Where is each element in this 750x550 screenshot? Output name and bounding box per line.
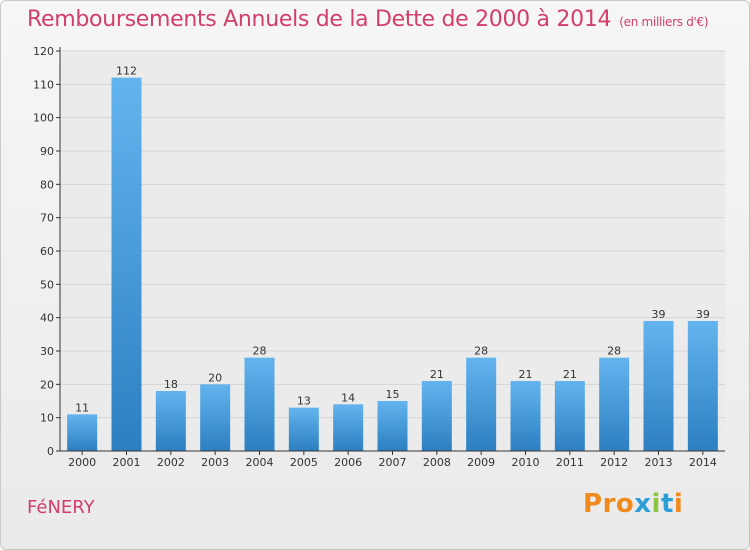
x-tick-label: 2009	[467, 456, 495, 469]
bar	[244, 357, 275, 451]
x-tick-label: 2010	[512, 456, 540, 469]
x-tick-label: 2007	[379, 456, 407, 469]
x-tick-label: 2011	[556, 456, 584, 469]
y-tick-label: 120	[33, 45, 54, 58]
bar	[67, 414, 98, 451]
data-label: 15	[386, 388, 400, 401]
y-tick-label: 100	[33, 112, 54, 125]
bar	[554, 381, 585, 451]
logo-letter: o	[615, 489, 635, 519]
x-tick-label: 2012	[600, 456, 628, 469]
logo-letter: r	[602, 489, 616, 519]
x-tick-label: 2001	[113, 456, 141, 469]
y-tick-label: 30	[40, 345, 54, 358]
y-tick-label: 10	[40, 412, 54, 425]
y-tick-label: 50	[40, 278, 54, 291]
logo-letter: t	[660, 489, 674, 519]
y-tick-label: 70	[40, 212, 54, 225]
bar	[333, 404, 364, 451]
y-tick-label: 20	[40, 378, 54, 391]
bar	[599, 357, 630, 451]
data-label: 21	[519, 368, 533, 381]
x-tick-label: 2013	[645, 456, 673, 469]
x-tick-label: 2005	[290, 456, 318, 469]
proxiti-logo: Proxiti	[583, 489, 683, 519]
data-label: 21	[563, 368, 577, 381]
data-label: 112	[116, 65, 137, 78]
x-tick-label: 2006	[334, 456, 362, 469]
x-tick-label: 2014	[689, 456, 717, 469]
y-tick-label: 80	[40, 178, 54, 191]
data-label: 18	[164, 378, 178, 391]
y-tick-label: 40	[40, 312, 54, 325]
bar	[510, 381, 541, 451]
bar	[466, 357, 497, 451]
data-label: 21	[430, 368, 444, 381]
x-tick-label: 2008	[423, 456, 451, 469]
x-tick-label: 2002	[157, 456, 185, 469]
logo-letter: i	[673, 489, 684, 519]
bar	[111, 77, 142, 452]
y-tick-label: 90	[40, 145, 54, 158]
x-tick-label: 2003	[201, 456, 229, 469]
logo-letter: x	[634, 489, 652, 519]
data-label: 28	[607, 345, 621, 358]
y-tick-label: 60	[40, 245, 54, 258]
data-label: 13	[297, 395, 311, 408]
data-label: 11	[75, 401, 89, 414]
logo-letter: P	[583, 489, 603, 519]
y-tick-label: 0	[47, 445, 54, 458]
city-name: FéNERY	[27, 497, 95, 518]
bar	[643, 321, 674, 451]
data-label: 14	[341, 391, 355, 404]
bar	[155, 391, 186, 451]
x-tick-label: 2004	[246, 456, 274, 469]
bar	[288, 407, 319, 451]
bar	[687, 321, 718, 451]
bar	[421, 381, 452, 451]
x-tick-label: 2000	[68, 456, 96, 469]
bar	[377, 401, 408, 451]
bar	[200, 384, 231, 451]
data-label: 28	[253, 345, 267, 358]
data-label: 20	[208, 371, 222, 384]
logo-letter: i	[651, 489, 661, 519]
data-label: 28	[474, 345, 488, 358]
title-text: Remboursements Annuels de la Dette de 20…	[27, 7, 612, 32]
data-label: 39	[652, 308, 666, 321]
y-tick-label: 110	[33, 78, 54, 91]
chart-title: Remboursements Annuels de la Dette de 20…	[27, 7, 709, 32]
chart-subtitle: (en milliers d'€)	[619, 15, 709, 29]
data-label: 39	[696, 308, 710, 321]
